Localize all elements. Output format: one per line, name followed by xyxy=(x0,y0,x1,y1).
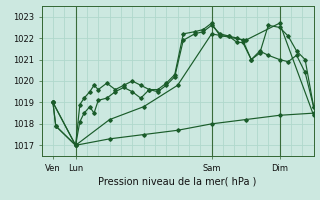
X-axis label: Pression niveau de la mer( hPa ): Pression niveau de la mer( hPa ) xyxy=(99,177,257,187)
